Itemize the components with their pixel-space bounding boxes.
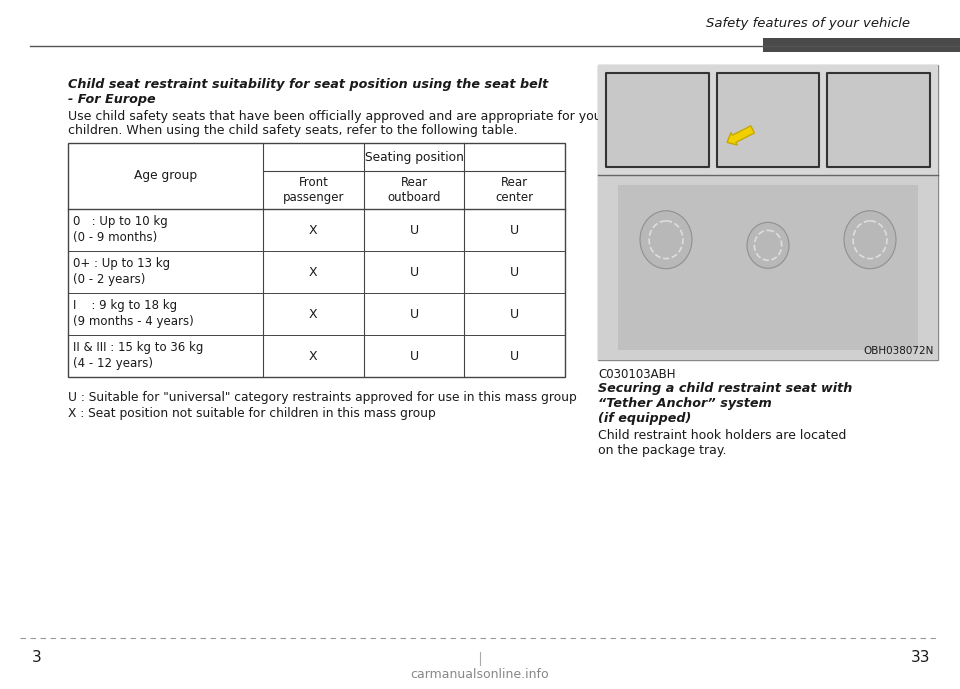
Text: Seating position: Seating position	[365, 150, 464, 163]
Text: U: U	[409, 307, 419, 320]
Text: U: U	[510, 223, 519, 236]
Text: Securing a child restraint seat with: Securing a child restraint seat with	[598, 382, 852, 395]
Text: Age group: Age group	[134, 169, 197, 183]
Text: U: U	[409, 223, 419, 236]
Text: X : Seat position not suitable for children in this mass group: X : Seat position not suitable for child…	[68, 407, 436, 420]
Bar	[68, 143, 565, 377]
Text: Use child safety seats that have been officially approved and are appropriate fo: Use child safety seats that have been of…	[68, 110, 607, 123]
Text: X: X	[309, 223, 318, 236]
Text: children. When using the child safety seats, refer to the following table.: children. When using the child safety se…	[68, 124, 517, 137]
Ellipse shape	[844, 211, 896, 269]
Bar	[598, 65, 938, 360]
Bar	[606, 73, 708, 167]
Bar	[763, 38, 960, 52]
Text: U : Suitable for "universal" category restraints approved for use in this mass g: U : Suitable for "universal" category re…	[68, 391, 577, 404]
Ellipse shape	[747, 223, 789, 268]
Text: Rear
center: Rear center	[495, 176, 534, 204]
Text: 0   : Up to 10 kg
(0 - 9 months): 0 : Up to 10 kg (0 - 9 months)	[73, 216, 168, 245]
Text: carmanualsonline.info: carmanualsonline.info	[411, 668, 549, 681]
Text: II & III : 15 kg to 36 kg
(4 - 12 years): II & III : 15 kg to 36 kg (4 - 12 years)	[73, 342, 204, 371]
Text: (if equipped): (if equipped)	[598, 412, 691, 425]
Text: Safety features of your vehicle: Safety features of your vehicle	[706, 17, 910, 30]
Text: U: U	[510, 307, 519, 320]
Text: Child restraint hook holders are located: Child restraint hook holders are located	[598, 429, 847, 442]
Text: Child seat restraint suitability for seat position using the seat belt: Child seat restraint suitability for sea…	[68, 78, 548, 91]
Text: on the package tray.: on the package tray.	[598, 444, 727, 457]
Text: I    : 9 kg to 18 kg
(9 months - 4 years): I : 9 kg to 18 kg (9 months - 4 years)	[73, 300, 194, 329]
Text: OBH038072N: OBH038072N	[864, 346, 934, 356]
Text: 0+ : Up to 13 kg
(0 - 2 years): 0+ : Up to 13 kg (0 - 2 years)	[73, 258, 170, 287]
Bar	[828, 73, 930, 167]
Text: X: X	[309, 307, 318, 320]
Bar	[618, 185, 918, 350]
Text: U: U	[409, 349, 419, 362]
Bar	[598, 175, 938, 360]
Text: Front
passenger: Front passenger	[282, 176, 344, 204]
Text: U: U	[409, 265, 419, 278]
Text: C030103ABH: C030103ABH	[598, 368, 676, 381]
Text: U: U	[510, 265, 519, 278]
Text: U: U	[510, 349, 519, 362]
Bar	[598, 65, 938, 175]
Ellipse shape	[640, 211, 692, 269]
Text: “Tether Anchor” system: “Tether Anchor” system	[598, 397, 772, 410]
Text: Rear
outboard: Rear outboard	[387, 176, 441, 204]
Text: - For Europe: - For Europe	[68, 93, 156, 106]
Bar	[717, 73, 819, 167]
Text: X: X	[309, 349, 318, 362]
Text: X: X	[309, 265, 318, 278]
Text: 3: 3	[32, 650, 41, 666]
FancyArrow shape	[727, 126, 755, 145]
Text: 33: 33	[910, 650, 930, 666]
